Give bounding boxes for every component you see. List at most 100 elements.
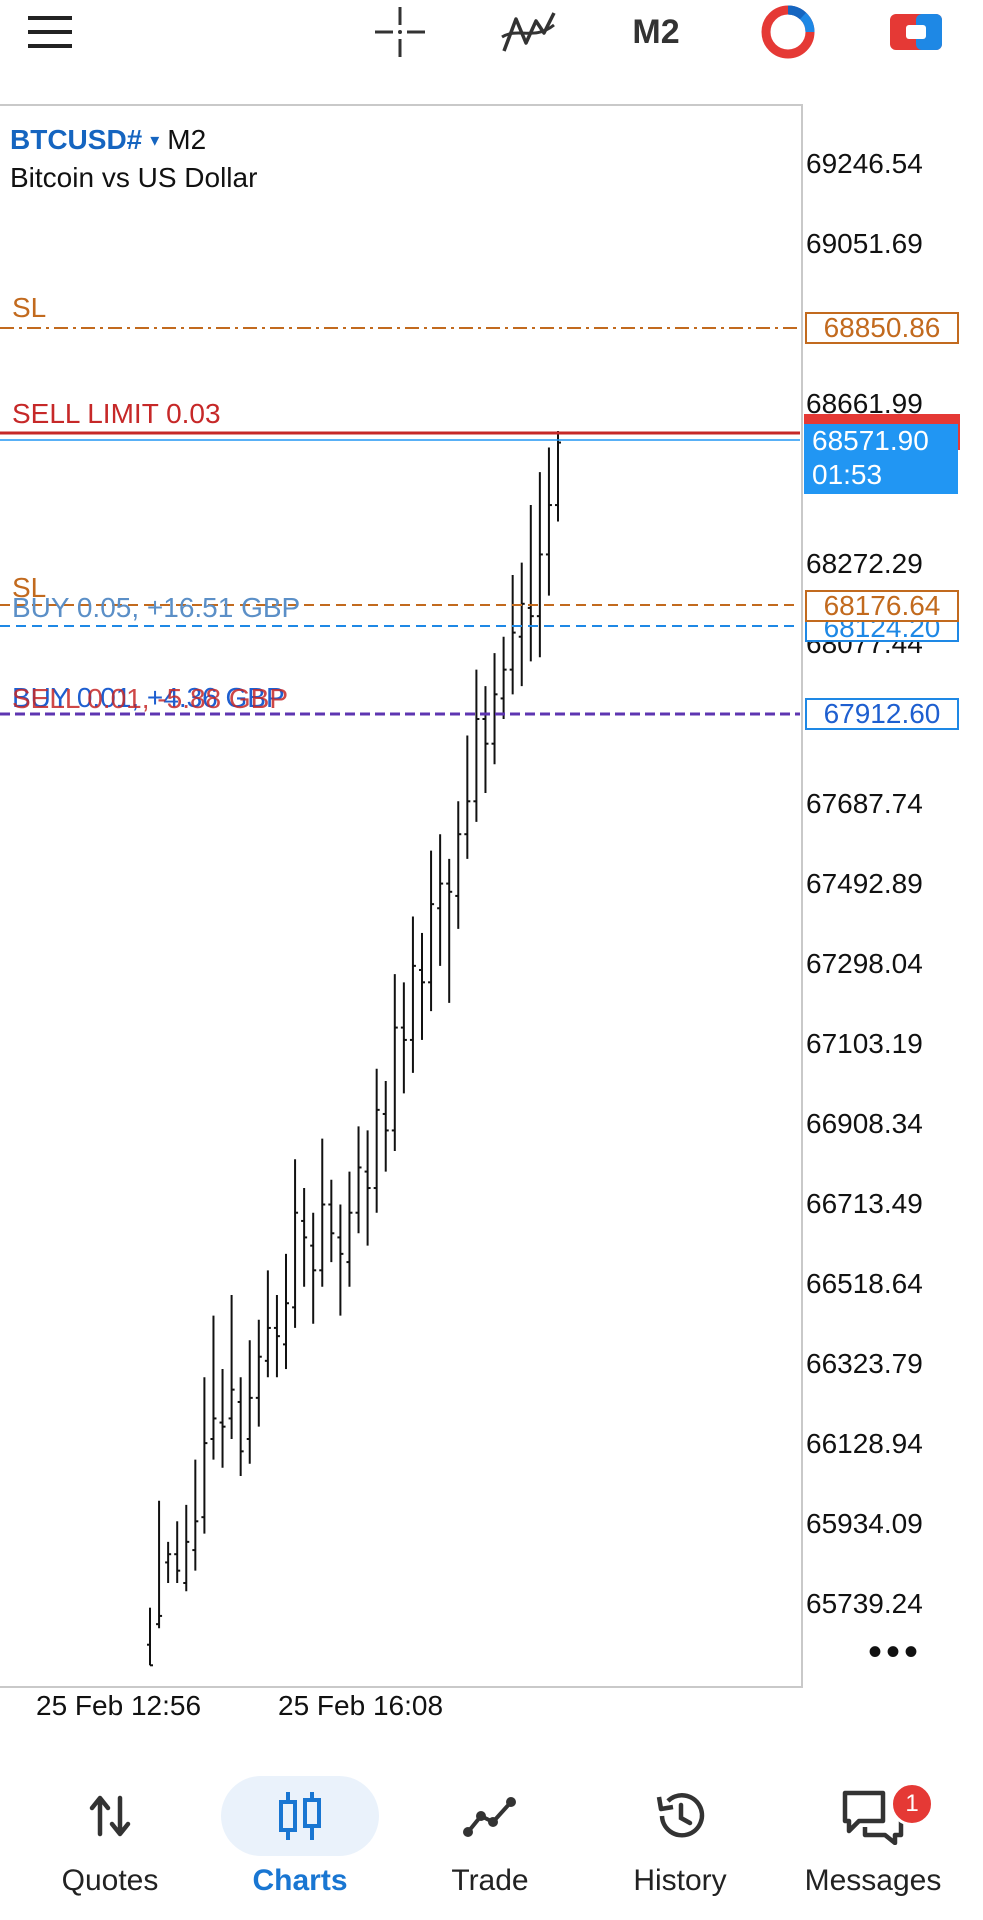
ohlc-bar (364, 1130, 371, 1246)
history-icon (656, 1793, 705, 1838)
symbol-description: Bitcoin vs US Dollar (10, 162, 258, 193)
ohlc-bar (527, 505, 534, 662)
ohlc-bar (491, 653, 498, 765)
ohlc-bar (500, 636, 507, 720)
price-chart[interactable] (0, 106, 800, 1686)
ohlc-bar (246, 1340, 253, 1464)
nav-trade[interactable]: Trade (395, 1756, 585, 1920)
ohlc-bar (283, 1253, 289, 1370)
active-tab-indicator (221, 1776, 379, 1856)
ohlc-bar (237, 1377, 244, 1477)
price-axis-label: 68272.29 (806, 548, 923, 579)
messages-badge: 1 (890, 1782, 934, 1826)
ohlc-bar (509, 575, 516, 695)
ohlc-bar (473, 669, 480, 822)
ohlc-bar (264, 1270, 271, 1378)
trade-icon (463, 1797, 516, 1837)
price-axis-label: 68661.99 (806, 388, 923, 419)
ohlc-bar (165, 1541, 172, 1584)
nav-quotes[interactable]: Quotes (15, 1756, 205, 1920)
timeframe-button[interactable]: M2 (632, 12, 680, 51)
ohlc-bar (328, 1179, 335, 1263)
chart-toolbar: M2 (0, 0, 983, 100)
nav-charts[interactable]: Charts (205, 1756, 395, 1920)
symbol-header[interactable]: BTCUSD# ▾ M2 (10, 124, 206, 156)
symbol-period: M2 (167, 124, 207, 155)
crosshair-icon (375, 7, 425, 57)
chart-area[interactable] (0, 104, 803, 1688)
ohlc-bar (482, 686, 489, 794)
ohlc-bar (455, 801, 462, 929)
sl-mid-label: SL (12, 572, 47, 603)
ohlc-bar (255, 1319, 262, 1427)
ohlc-bar (319, 1138, 326, 1287)
ohlc-bar (228, 1295, 235, 1440)
ohlc-bar (310, 1212, 317, 1324)
history-nav-icon (640, 1776, 720, 1856)
ohlc-bar (437, 834, 444, 966)
ohlc-bar (337, 1204, 344, 1316)
price-axis-label: 66323.79 (806, 1348, 923, 1379)
price-axis-label: 67103.19 (806, 1028, 923, 1059)
symbol-dropdown-icon[interactable]: ▾ (150, 130, 160, 150)
ohlc-bar (273, 1295, 280, 1378)
ohlc-bar (355, 1126, 362, 1234)
menu-button[interactable] (10, 0, 90, 64)
nav-messages-label: Messages (804, 1864, 942, 1897)
buy-overlap-label: BUY 0.01, +4.36 GBP (12, 682, 285, 713)
ohlc-bar (400, 982, 407, 1094)
symbol-ticker[interactable]: BTCUSD# (10, 124, 143, 155)
bar-timer: 01:53 (812, 459, 883, 490)
price-axis-label: 69246.54 (806, 148, 923, 179)
ohlc-bar (545, 447, 552, 596)
price-axis-label: 67298.04 (806, 948, 923, 979)
ohlc-bar (373, 1068, 380, 1213)
charts-nav-icon (260, 1776, 340, 1856)
price-axis-label: 66713.49 (806, 1188, 923, 1219)
one-click-trading-button[interactable] (748, 0, 828, 64)
quotes-nav-icon (70, 1776, 150, 1856)
ohlc-bar (156, 1500, 163, 1629)
sl-top-price-tag[interactable]: 68850.86 (805, 312, 959, 344)
level-lines (0, 327, 800, 716)
price-axis-label: 67687.74 (806, 788, 923, 819)
ohlc-bar (464, 735, 471, 859)
indicators-button[interactable] (488, 0, 568, 64)
nav-history-label: History (633, 1864, 727, 1897)
one-click-trading-icon (761, 5, 815, 59)
price-axis-label: 65934.09 (806, 1508, 923, 1539)
quotes-icon (89, 1795, 131, 1837)
price-axis-label: 67492.89 (806, 868, 923, 899)
crosshair-button[interactable] (360, 0, 440, 64)
price-axis-label: 69051.69 (806, 228, 923, 259)
ohlc-bar (446, 858, 453, 1003)
price-axis-label: 66908.34 (806, 1108, 923, 1139)
new-order-button[interactable] (876, 0, 956, 64)
sell-open-price-tag[interactable]: 67912.60 (805, 698, 959, 730)
ohlc-bar (518, 562, 525, 687)
ohlc-bar (210, 1315, 217, 1460)
ohlc-bar (292, 1159, 299, 1328)
time-axis-label: 25 Feb 12:56 (36, 1690, 202, 1721)
more-options-button[interactable]: ••• (868, 1630, 923, 1674)
indicators-icon (501, 12, 556, 52)
sl-mid-price-tag[interactable]: 68176.64 (805, 590, 959, 622)
nav-messages[interactable]: 1 Messages (778, 1756, 968, 1920)
ohlc-bar (301, 1188, 308, 1287)
price-axis-label: 65739.24 (806, 1588, 923, 1619)
charts-icon (279, 1792, 321, 1840)
ohlc-bar (382, 1081, 389, 1172)
price-axis-label: 66518.64 (806, 1268, 923, 1299)
ohlc-bar (391, 974, 398, 1152)
ohlc-bar (428, 850, 435, 1012)
ohlc-bar (419, 932, 425, 1040)
time-axis-label: 25 Feb 16:08 (278, 1690, 444, 1721)
ohlc-bar (219, 1369, 226, 1468)
ohlc-bar (555, 431, 561, 522)
sell-limit-label: SELL LIMIT 0.03 (12, 398, 221, 429)
ohlc-bar (409, 916, 416, 1073)
ohlc-bar (346, 1171, 353, 1287)
nav-history[interactable]: History (585, 1756, 775, 1920)
current-price: 68571.90 (812, 425, 929, 456)
current-price-tag: 68571.90 01:53 (804, 424, 958, 494)
